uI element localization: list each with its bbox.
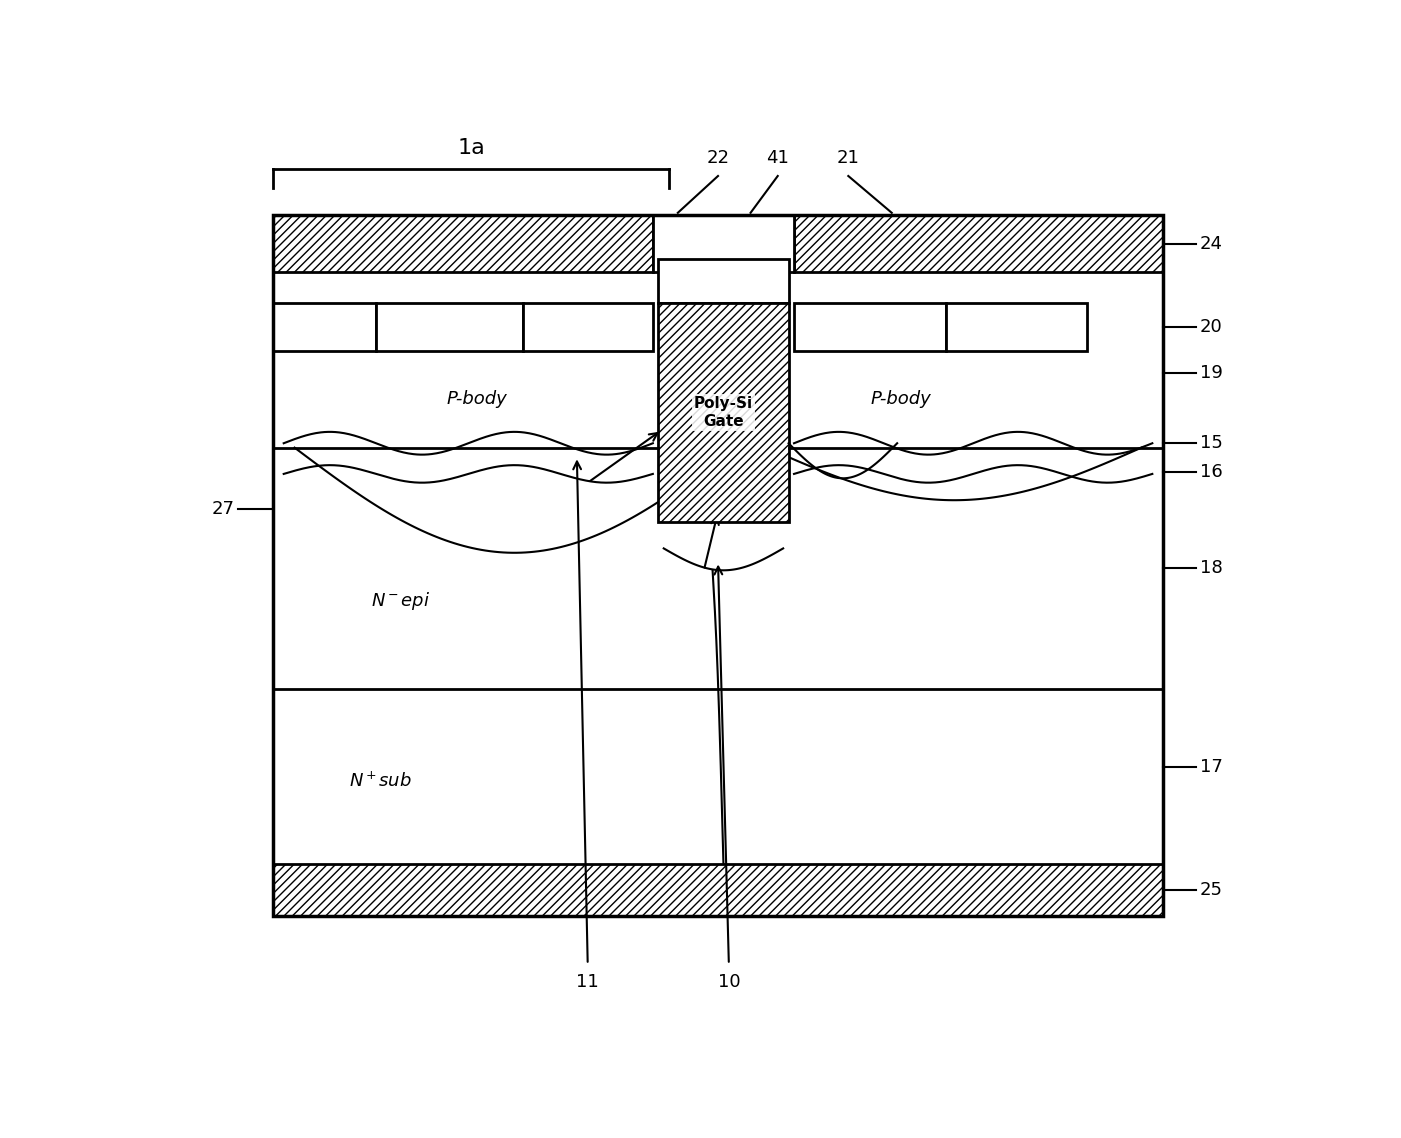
Bar: [273, 215, 1163, 916]
Bar: [273, 303, 375, 352]
Text: N$^+$: N$^+$: [308, 316, 340, 338]
Text: 20: 20: [1201, 319, 1223, 336]
Bar: [658, 259, 789, 303]
Text: N$^+$: N$^+$: [572, 316, 604, 338]
Text: 41: 41: [766, 149, 789, 167]
Text: 21: 21: [836, 149, 860, 167]
Bar: [273, 215, 653, 272]
Text: 18: 18: [1201, 559, 1223, 577]
Text: N$^-$epi: N$^-$epi: [370, 589, 430, 612]
Text: 25: 25: [1201, 881, 1223, 899]
Bar: [653, 215, 794, 272]
Text: 1a: 1a: [457, 139, 485, 158]
Text: 17: 17: [1201, 758, 1223, 776]
Bar: [794, 303, 946, 352]
Text: 10: 10: [717, 973, 740, 991]
Text: N$^+$sub: N$^+$sub: [349, 770, 412, 790]
Text: 22: 22: [706, 149, 730, 167]
Bar: [375, 303, 523, 352]
Text: N$^+$: N$^+$: [855, 316, 885, 338]
Text: 19: 19: [1201, 364, 1223, 382]
Bar: [523, 303, 653, 352]
Text: 16: 16: [1201, 463, 1223, 481]
Text: P-body: P-body: [447, 390, 507, 409]
Bar: [273, 864, 1163, 916]
Bar: [946, 303, 1087, 352]
Text: 24: 24: [1201, 234, 1223, 253]
Text: 15: 15: [1201, 435, 1223, 452]
Text: P-body: P-body: [870, 390, 930, 409]
Text: Poly-Si
Gate: Poly-Si Gate: [693, 396, 752, 429]
Text: 27: 27: [212, 500, 235, 518]
Text: P$^+$: P$^+$: [434, 316, 464, 338]
Bar: [794, 215, 1163, 272]
Bar: [658, 303, 789, 522]
Text: P$^+$: P$^+$: [1002, 316, 1031, 338]
Bar: [273, 215, 1163, 916]
Text: 11: 11: [576, 973, 600, 991]
